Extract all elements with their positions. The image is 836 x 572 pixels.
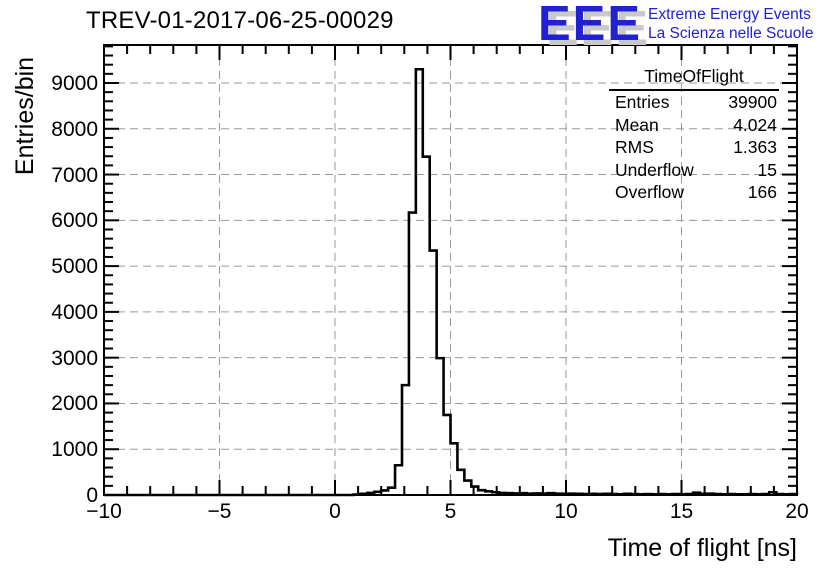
stats-value: 1.363 — [733, 137, 777, 157]
y-tick-label: 6000 — [51, 209, 98, 233]
x-tick-label: 15 — [669, 500, 694, 523]
page-title: TREV-01-2017-06-25-00029 — [86, 7, 394, 34]
x-tick-label: 5 — [444, 500, 457, 523]
stats-box: TimeOfFlight Entries 39900 Mean 4.024 RM… — [609, 66, 779, 204]
y-tick-label: 1000 — [51, 438, 98, 462]
stats-box-title: TimeOfFlight — [609, 66, 779, 91]
stats-row-overflow: Overflow 166 — [609, 181, 779, 204]
stats-row-mean: Mean 4.024 — [609, 114, 779, 137]
y-axis-title: Entries/bin — [11, 56, 39, 176]
x-tick-label: −5 — [207, 500, 232, 523]
x-tick-label: 0 — [329, 500, 341, 523]
stats-value: 39900 — [728, 92, 777, 112]
y-tick-label: 0 — [86, 484, 98, 507]
stats-value: 166 — [747, 182, 777, 202]
x-tick-label: 20 — [785, 500, 809, 523]
stats-label: Underflow — [615, 159, 694, 180]
eee-logo: EEE Extreme Energy Events La Scienza nel… — [538, 0, 830, 51]
y-tick-label: 4000 — [51, 300, 98, 324]
x-tick-label: 10 — [554, 500, 578, 523]
x-tick-label: −10 — [86, 500, 122, 523]
stats-value: 15 — [757, 159, 777, 180]
stats-label: Entries — [615, 92, 670, 112]
stats-label: Mean — [615, 114, 659, 135]
eee-logo-text: Extreme Energy Events La Scienza nelle S… — [648, 5, 813, 43]
stats-row-underflow: Underflow 15 — [609, 159, 779, 182]
eee-logo-line2: La Scienza nelle Scuole — [648, 25, 814, 42]
x-axis-title: Time of flight [ns] — [607, 534, 797, 562]
y-tick-label: 5000 — [51, 255, 98, 279]
stats-value: 4.024 — [733, 114, 777, 135]
y-tick-label: 7000 — [51, 163, 98, 187]
eee-logo-line1: Extreme Energy Events — [648, 6, 811, 23]
stats-label: RMS — [615, 137, 654, 157]
y-tick-label: 9000 — [51, 71, 98, 95]
y-tick-label: 8000 — [51, 117, 98, 141]
eee-logo-letters: EEE — [538, 0, 643, 51]
stats-row-entries: Entries 39900 — [609, 91, 779, 114]
y-tick-label: 3000 — [51, 346, 98, 370]
stats-row-rms: RMS 1.363 — [609, 136, 779, 159]
stats-label: Overflow — [615, 182, 685, 202]
y-tick-label: 2000 — [51, 392, 98, 416]
